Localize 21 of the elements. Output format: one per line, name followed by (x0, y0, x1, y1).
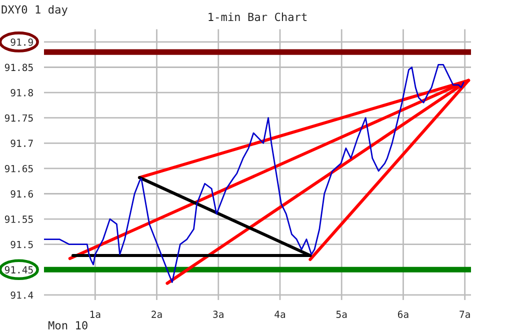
y-tick-label: 91.65 (4, 164, 33, 172)
y-tick-label: 91.55 (4, 216, 33, 223)
y-tick-label: 91.75 (4, 114, 33, 122)
x-tick-label: 1a (90, 310, 100, 318)
chart-title: 1-min Bar Chart (208, 12, 307, 22)
y-tick-label: 91.9 (10, 38, 33, 46)
y-tick-label: 91.6 (10, 190, 33, 198)
y-tick-label: 91.5 (10, 240, 33, 248)
x-tick-label: 7a (460, 310, 470, 318)
y-tick-label: 91.8 (10, 89, 33, 96)
text: Mon 10 (48, 321, 88, 330)
x-tick-label: 6a (398, 310, 408, 318)
x-tick-label: 4a (274, 310, 286, 318)
text: DXY0 1 day (2, 5, 68, 16)
y-tick-label: 91.85 (4, 64, 33, 72)
x-tick-label: 3a (213, 310, 224, 318)
y-tick-label: 91.7 (10, 140, 33, 148)
x-tick-label: 2a (152, 310, 162, 318)
x-tick-label: 5a (336, 310, 347, 318)
y-tick-label: 91.45 (4, 266, 33, 274)
y-tick-label: 91.4 (10, 291, 34, 299)
